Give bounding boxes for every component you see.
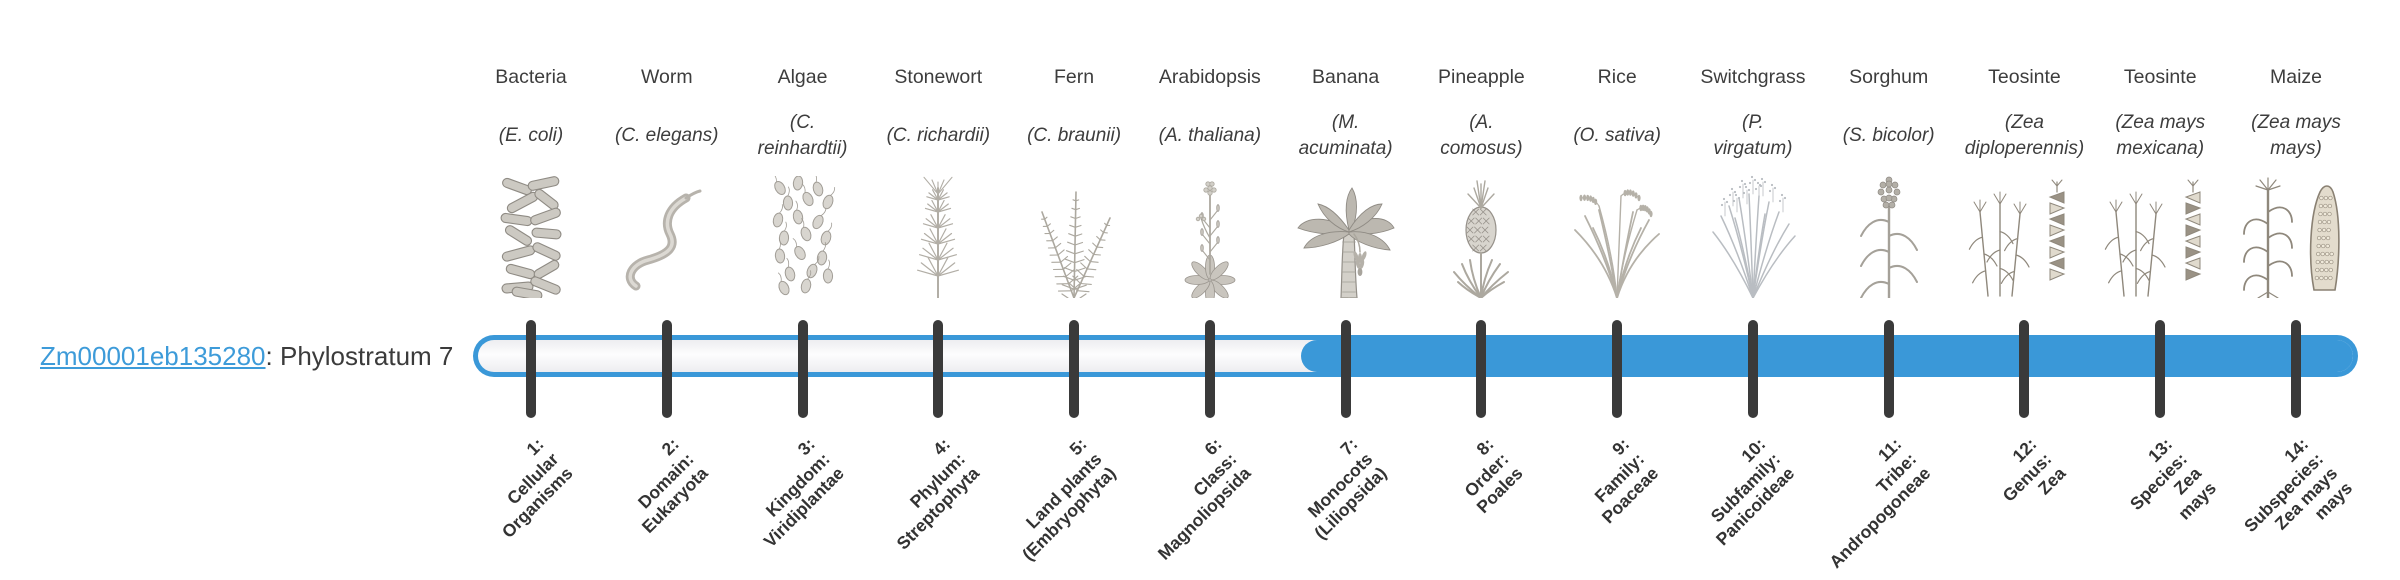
stratum-label-13: 13: Species: Zea mays xyxy=(2111,434,2220,543)
stratum-label-2: 2: Domain: Eukaryota xyxy=(609,434,712,537)
scientific-name-line: (E. coli) xyxy=(498,125,564,146)
organism-scientific-name-3: (C. reinhardtii) xyxy=(758,108,848,164)
organism-scientific-name-1: (E. coli) xyxy=(499,108,563,164)
timeline-tick-10 xyxy=(1747,320,1758,418)
stratum-label-4: 4: Phylum: Streptophyta xyxy=(864,434,984,554)
sorghum-illustration xyxy=(1857,172,1921,300)
worm-illustration xyxy=(622,188,712,298)
scientific-name-line: diploperennis) xyxy=(1964,138,2085,159)
timeline-tick-3 xyxy=(797,320,808,418)
organism-scientific-name-11: (S. bicolor) xyxy=(1843,108,1935,164)
organism-scientific-name-2: (C. elegans) xyxy=(615,108,719,164)
stonewort-illustration xyxy=(908,172,968,299)
timeline-tick-4 xyxy=(933,320,944,418)
timeline-tick-5 xyxy=(1069,320,1080,418)
scientific-name-line: (P. xyxy=(1742,112,1764,133)
organism-scientific-name-7: (M. acuminata) xyxy=(1299,108,1393,164)
rice-illustration xyxy=(1569,176,1665,299)
organism-scientific-name-10: (P. virgatum) xyxy=(1713,108,1792,164)
timeline-tick-2 xyxy=(661,320,672,418)
teosinte-diploperennis-illustration xyxy=(1968,176,2080,298)
timeline-tick-6 xyxy=(1204,320,1215,418)
fern-illustration xyxy=(1026,176,1122,299)
stratum-label-5: 5: Land plants (Embryophyta) xyxy=(989,434,1120,565)
gene-phylostratum-text: : Phylostratum 7 xyxy=(265,341,454,371)
maize-illustration xyxy=(2242,172,2350,300)
timeline-filled-segment xyxy=(1301,340,2353,372)
timeline-tick-7 xyxy=(1340,320,1351,418)
stratum-label-7: 7: Monocots (Liliopsida) xyxy=(1282,434,1391,543)
scientific-name-line: mexicana) xyxy=(2116,138,2205,159)
scientific-name-line: (A. xyxy=(1469,112,1494,133)
scientific-name-line: (A. thaliana) xyxy=(1158,125,1262,146)
organism-name-10: Switchgrass xyxy=(1700,66,1806,88)
gene-label: Zm00001eb135280: Phylostratum 7 xyxy=(40,340,453,372)
pineapple-illustration xyxy=(1448,176,1514,299)
organism-name-3: Algae xyxy=(777,66,828,88)
timeline-tick-12 xyxy=(2019,320,2030,418)
scientific-name-line: (C. elegans) xyxy=(615,125,719,146)
scientific-name-line: comosus) xyxy=(1440,138,1523,159)
stratum-label-3: 3: Kingdom: Viridiplantae xyxy=(730,434,848,552)
organism-scientific-name-6: (A. thaliana) xyxy=(1159,108,1261,164)
organism-name-2: Worm xyxy=(640,66,693,88)
banana-illustration xyxy=(1294,176,1398,304)
scientific-name-line: (Zea mays xyxy=(2251,112,2341,133)
bacteria-illustration xyxy=(500,176,562,301)
stratum-label-14: 14: Subspecies: Zea mays mays xyxy=(2225,434,2356,565)
organism-name-4: Stonewort xyxy=(894,66,983,88)
algae-illustration xyxy=(770,166,836,298)
timeline-tick-14 xyxy=(2291,320,2301,418)
organism-name-5: Fern xyxy=(1054,66,1095,88)
organism-scientific-name-4: (C. richardii) xyxy=(887,108,990,164)
scientific-name-line: (C. xyxy=(789,112,816,133)
organism-scientific-name-14: (Zea mays mays) xyxy=(2251,108,2341,164)
timeline-tick-1 xyxy=(526,320,536,418)
timeline-tick-9 xyxy=(1612,320,1623,418)
organism-scientific-name-8: (A. comosus) xyxy=(1440,108,1522,164)
scientific-name-line: (S. bicolor) xyxy=(1842,125,1935,146)
timeline-track xyxy=(473,335,2358,377)
stratum-label-12: 12: Genus: Zea xyxy=(1984,434,2070,520)
scientific-name-line: (C. richardii) xyxy=(886,125,991,146)
scientific-name-line: acuminata) xyxy=(1298,138,1393,159)
scientific-name-line: (O. sativa) xyxy=(1573,125,1661,146)
scientific-name-line: (M. xyxy=(1331,112,1360,133)
stratum-label-9: 9: Family: Poaceae xyxy=(1569,434,1663,528)
scientific-name-line: mays) xyxy=(2270,138,2322,159)
organism-name-8: Pineapple xyxy=(1438,66,1525,88)
stratum-label-1: 1: Cellular Organisms xyxy=(468,434,576,542)
organism-scientific-name-5: (C. braunii) xyxy=(1027,108,1121,164)
scientific-name-line: reinhardtii) xyxy=(757,138,848,159)
stratum-label-10: 10: Subfamily: Panicoideae xyxy=(1683,434,1799,550)
scientific-name-line: (Zea mays xyxy=(2115,112,2206,133)
organism-scientific-name-12: (Zea diploperennis) xyxy=(1965,108,2084,164)
organism-name-1: Bacteria xyxy=(495,66,567,88)
arabidopsis-illustration xyxy=(1180,172,1240,306)
switchgrass-illustration xyxy=(1709,172,1797,299)
organism-name-13: Teosinte xyxy=(2123,66,2197,88)
timeline-tick-13 xyxy=(2155,320,2166,418)
gene-id-link[interactable]: Zm00001eb135280 xyxy=(40,341,266,371)
stratum-label-11: 11: Tribe: Andropogoneae xyxy=(1796,434,1934,572)
timeline-tick-11 xyxy=(1883,320,1894,418)
organism-name-9: Rice xyxy=(1597,66,1637,88)
organism-scientific-name-13: (Zea mays mexicana) xyxy=(2115,108,2205,164)
organism-name-14: Maize xyxy=(2269,66,2323,88)
scientific-name-line: virgatum) xyxy=(1713,138,1793,159)
teosinte-mexicana-illustration xyxy=(2104,176,2216,298)
scientific-name-line: (C. braunii) xyxy=(1027,125,1122,146)
timeline-tick-8 xyxy=(1476,320,1487,418)
stratum-label-8: 8: Order: Poales xyxy=(1443,434,1526,517)
organism-scientific-name-9: (O. sativa) xyxy=(1573,108,1661,164)
organism-name-6: Arabidopsis xyxy=(1158,66,1261,88)
stratum-label-6: 6: Class: Magnoliopsida xyxy=(1125,434,1255,564)
organism-name-12: Teosinte xyxy=(1988,66,2061,88)
organism-name-7: Banana xyxy=(1311,66,1380,88)
organism-name-11: Sorghum xyxy=(1849,66,1929,88)
scientific-name-line: (Zea xyxy=(2004,112,2045,133)
